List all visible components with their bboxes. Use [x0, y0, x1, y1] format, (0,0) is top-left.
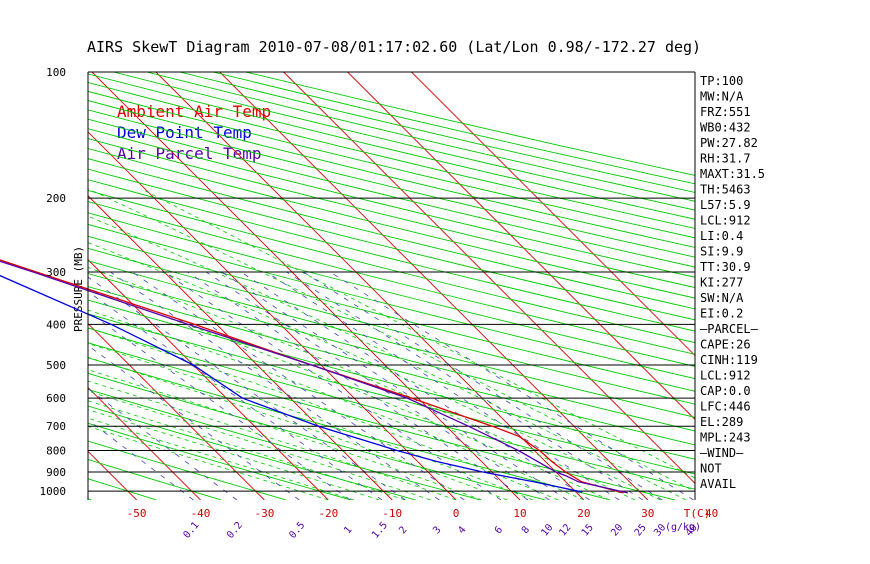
- mixing-ratio-tick-label: 1.5: [370, 520, 390, 541]
- dry-adiabat-line: [147, 72, 870, 500]
- index-item: KI:277: [700, 276, 743, 290]
- mixing-ratio-tick-label: 8: [520, 525, 532, 537]
- mixing-ratio-tick-label: 0.5: [287, 520, 307, 541]
- index-item: L57:5.9: [700, 198, 751, 212]
- bottom-temp-tick-label: 30: [641, 507, 654, 520]
- bottom-temp-tick-label: -10: [382, 507, 402, 520]
- mixing-ratio-line: [0, 272, 237, 500]
- legend-item: Air Parcel Temp: [117, 144, 262, 163]
- index-item: WB0:432: [700, 121, 751, 135]
- bottom-temp-tick-label: -20: [318, 507, 338, 520]
- pressure-tick-label: 800: [46, 445, 66, 458]
- isotherm-line: [0, 72, 73, 500]
- mixing-ratio-unit-label: (g/kg): [665, 522, 701, 533]
- mixing-ratio-tick-label: 1: [342, 525, 354, 537]
- dry-adiabat-line: [180, 72, 870, 500]
- mixing-ratio-tick-label: 3: [431, 525, 443, 537]
- bottom-temp-tick-label: 0: [453, 507, 460, 520]
- index-item: MAXT:31.5: [700, 167, 765, 181]
- mixing-ratio-tick-label: 25: [633, 522, 649, 538]
- mixing-ratio-tick-label: 6: [493, 525, 505, 537]
- pressure-tick-label: 500: [46, 359, 66, 372]
- index-item: EL:289: [700, 415, 743, 429]
- bottom-temp-tick-label: 20: [577, 507, 590, 520]
- index-item: LI:0.4: [700, 229, 743, 243]
- mixing-ratio-tick-label: 4: [456, 525, 468, 537]
- index-item: LCL:912: [700, 214, 751, 228]
- pressure-tick-label: 200: [46, 192, 66, 205]
- isotherm-line: [0, 72, 9, 500]
- x-axis-label: T(C): [684, 507, 711, 520]
- pressure-tick-label: 1000: [40, 485, 67, 498]
- series-line-dew-point-temp: [0, 72, 582, 492]
- isotherm-line: [220, 72, 648, 500]
- pressure-tick-label: 300: [46, 266, 66, 279]
- index-item: MPL:243: [700, 431, 751, 445]
- chart-title: AIRS SkewT Diagram 2010-07-08/01:17:02.6…: [87, 38, 701, 56]
- moist-adiabat-line: [22, 189, 686, 500]
- index-item: CINH:119: [700, 353, 758, 367]
- moist-adiabat-line: [0, 189, 661, 500]
- bottom-temp-tick-label: -40: [191, 507, 211, 520]
- index-item: SI:9.9: [700, 245, 743, 259]
- mixing-ratio-tick-label: 20: [609, 522, 625, 538]
- index-item: LFC:446: [700, 400, 751, 414]
- index-item: LCL:912: [700, 369, 751, 383]
- isotherm-line: [411, 72, 839, 500]
- mixing-ratio-line: [206, 272, 549, 500]
- pressure-tick-label: 700: [46, 420, 66, 433]
- dry-adiabat-line: [246, 72, 870, 500]
- pressure-tick-label: 900: [46, 466, 66, 479]
- bottom-temp-tick-label: 10: [513, 507, 526, 520]
- index-item: PW:27.82: [700, 136, 758, 150]
- mixing-ratio-tick-label: 12: [557, 522, 573, 538]
- mixing-ratio-tick-label: 15: [580, 522, 596, 538]
- series-line-ambient-air-temp: [0, 72, 624, 493]
- mixing-ratio-tick-label: 0.2: [225, 520, 245, 541]
- pressure-tick-label: 400: [46, 318, 66, 331]
- index-item: FRZ:551: [700, 105, 751, 119]
- index-item: CAPE:26: [700, 338, 751, 352]
- moist-adiabat-line: [0, 189, 456, 500]
- index-item: RH:31.7: [700, 152, 751, 166]
- index-item: TH:5463: [700, 183, 751, 197]
- mixing-ratio-tick-label: 2: [397, 525, 409, 537]
- moist-adiabat-line: [0, 189, 558, 500]
- index-item: NOT: [700, 462, 722, 476]
- index-item: AVAIL: [700, 477, 736, 491]
- pressure-tick-label: 100: [46, 66, 66, 79]
- index-item: —WIND—: [700, 446, 744, 460]
- index-item: MW:N/A: [700, 90, 744, 104]
- mixing-ratio-line: [0, 272, 193, 500]
- pressure-tick-label: 600: [46, 392, 66, 405]
- index-item: TT:30.9: [700, 260, 751, 274]
- index-item: EI:0.2: [700, 307, 743, 321]
- moist-adiabat-line: [0, 189, 533, 500]
- index-item: —PARCEL—: [700, 322, 759, 336]
- mixing-ratio-tick-label: 0.1: [181, 520, 201, 541]
- index-item: SW:N/A: [700, 291, 744, 305]
- index-item: TP:100: [700, 74, 743, 88]
- bottom-temp-tick-label: -50: [127, 507, 147, 520]
- dry-adiabat-line: [213, 72, 870, 500]
- mixing-ratio-tick-label: 10: [539, 522, 555, 538]
- bottom-temp-tick-label: -30: [254, 507, 274, 520]
- index-item: CAP:0.0: [700, 384, 751, 398]
